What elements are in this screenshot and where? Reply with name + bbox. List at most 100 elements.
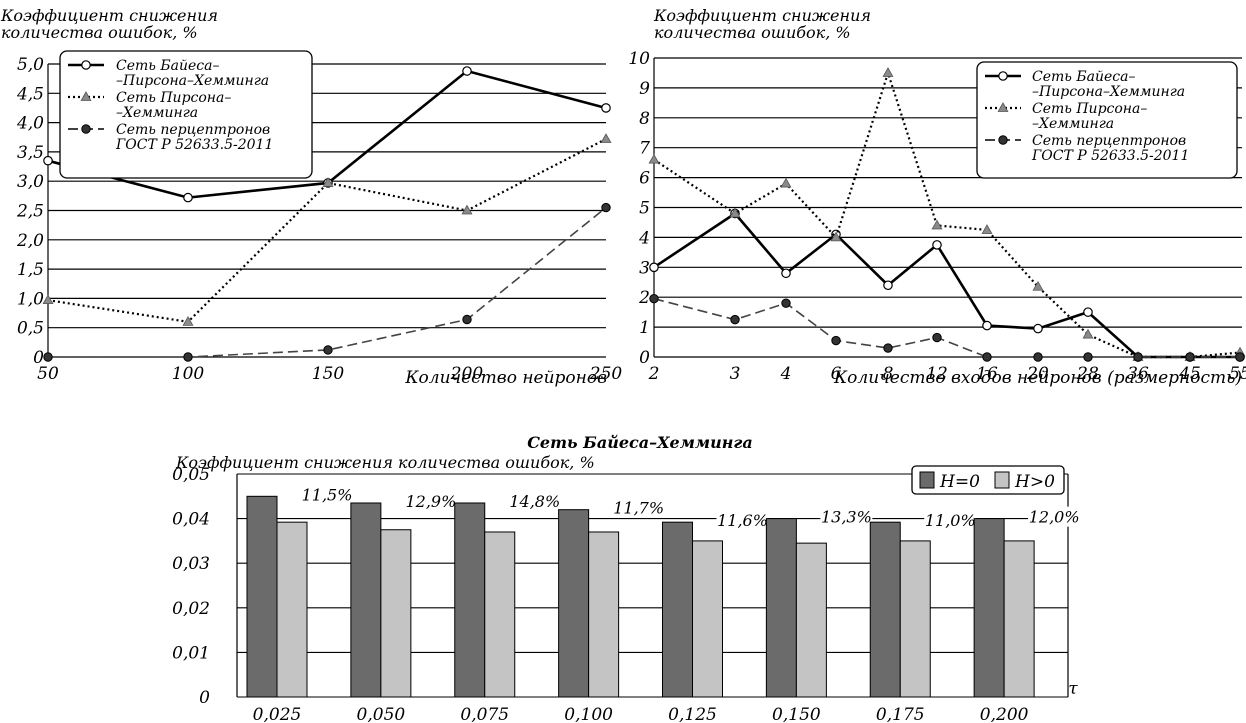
data-point bbox=[649, 293, 659, 304]
y-tick-label: 3 bbox=[639, 258, 650, 278]
y-tick-label: 1 bbox=[639, 318, 650, 338]
bar-hpos bbox=[276, 521, 308, 698]
annotation-bg bbox=[508, 490, 561, 511]
bar-h0 bbox=[869, 521, 901, 698]
x-tick-label: 200 bbox=[450, 364, 484, 384]
bar-hpos bbox=[380, 529, 412, 698]
x-tick-label: 250 bbox=[589, 364, 623, 384]
data-point bbox=[1083, 307, 1093, 317]
bar-annotation: 12,0% bbox=[1029, 508, 1080, 527]
data-point bbox=[931, 219, 943, 230]
data-point bbox=[462, 314, 472, 325]
data-point bbox=[780, 177, 792, 188]
bar-annotation: 11,5% bbox=[302, 485, 353, 504]
line-chart-2: 0123456789102346812162028364555 bbox=[628, 49, 1246, 384]
y-tick-label: 5,0 bbox=[17, 55, 44, 75]
y-tick-label: 0 bbox=[639, 348, 650, 368]
bar-h0 bbox=[662, 521, 693, 698]
data-point bbox=[932, 332, 942, 343]
data-point bbox=[1033, 352, 1043, 362]
y-axis-title: Коэффициент снижения количества ошибок, % bbox=[653, 6, 871, 42]
y-tick-label: 2,0 bbox=[16, 231, 44, 251]
x-tick-label: 0,175 bbox=[876, 705, 925, 723]
data-point bbox=[183, 352, 193, 362]
x-tick-label: 0,125 bbox=[668, 705, 717, 723]
x-tick-label: 55 bbox=[1229, 364, 1246, 384]
bar-h0 bbox=[454, 502, 486, 698]
y-tick-label: 0,02 bbox=[172, 599, 210, 619]
legend-marker bbox=[998, 135, 1008, 145]
bar-annotation: 11,0% bbox=[925, 511, 976, 530]
y-tick-label: 8 bbox=[639, 109, 650, 129]
bar-legend-label: Н=0 bbox=[939, 472, 980, 492]
series-line-1 bbox=[653, 211, 1240, 359]
x-tick-label: 100 bbox=[172, 364, 205, 384]
y-tick-label: 1,0 bbox=[17, 289, 44, 309]
data-point bbox=[1185, 352, 1195, 362]
legend-label: Сеть Пирсона– –Хемминга bbox=[1032, 101, 1147, 132]
y-tick-label: 2,5 bbox=[16, 202, 44, 222]
series-line-3 bbox=[48, 206, 607, 358]
data-point bbox=[1033, 323, 1043, 334]
data-point bbox=[42, 294, 54, 305]
x-tick-label: 3 bbox=[730, 364, 741, 384]
y-tick-label: 0,03 bbox=[172, 554, 210, 574]
x-axis-title: τ bbox=[1068, 679, 1078, 699]
annotation-bg bbox=[716, 510, 769, 531]
data-point bbox=[883, 343, 893, 353]
data-point bbox=[830, 231, 842, 242]
x-tick-label: 0,075 bbox=[460, 705, 509, 723]
x-tick-label: 0,025 bbox=[253, 705, 302, 723]
annotation-bg bbox=[924, 510, 977, 531]
data-point bbox=[43, 155, 53, 166]
data-point bbox=[461, 204, 473, 215]
legend-label: Сеть Пирсона– –Хемминга bbox=[116, 90, 231, 121]
x-tick-label: 45 bbox=[1178, 364, 1201, 384]
data-point bbox=[1133, 352, 1143, 362]
y-tick-label: 0,01 bbox=[172, 643, 210, 663]
series-line-3 bbox=[653, 297, 1240, 358]
data-point bbox=[323, 345, 333, 355]
bar-legend-swatch bbox=[994, 471, 1010, 489]
x-tick-label: 2 bbox=[648, 364, 660, 384]
y-tick-label: 0,04 bbox=[172, 510, 210, 530]
bar-annotation: 14,8% bbox=[509, 492, 560, 511]
data-point bbox=[882, 67, 894, 77]
y-tick-label: 3,0 bbox=[17, 172, 44, 192]
bar-legend-swatch bbox=[919, 471, 935, 489]
annotation-bg bbox=[301, 484, 353, 505]
y-tick-label: 4,5 bbox=[16, 84, 44, 104]
legend-marker bbox=[81, 124, 91, 134]
x-tick-label: 16 bbox=[976, 364, 998, 384]
y-tick-label: 0 bbox=[199, 688, 210, 708]
legend-label: Сеть Байеса– –Пирсона–Хемминга bbox=[1032, 69, 1185, 100]
y-tick-label: 6 bbox=[639, 169, 650, 189]
data-point bbox=[729, 207, 741, 218]
data-point bbox=[43, 352, 53, 362]
y-tick-label: 1,5 bbox=[17, 260, 44, 280]
data-point bbox=[183, 192, 193, 203]
legend-label: Сеть перцептронов ГОСТ Р 52633.5-2011 bbox=[1031, 133, 1189, 164]
x-tick-label: 4 bbox=[780, 364, 792, 384]
x-tick-label: 0,200 bbox=[980, 705, 1029, 723]
x-tick-label: 0,050 bbox=[357, 705, 406, 723]
bar-annotation: 13,3% bbox=[821, 508, 872, 527]
data-point bbox=[1235, 352, 1245, 362]
y-tick-label: 4 bbox=[638, 228, 650, 248]
y-tick-label: 4,0 bbox=[16, 114, 44, 134]
data-point bbox=[932, 240, 942, 250]
bar-h0 bbox=[558, 509, 590, 698]
annotation-bg bbox=[404, 490, 457, 511]
bar-annotation: 11,7% bbox=[613, 499, 664, 518]
bar-annotation: 11,6% bbox=[717, 511, 768, 530]
bar-h0 bbox=[246, 495, 278, 698]
x-tick-label: 8 bbox=[883, 364, 894, 384]
legend-label: Сеть Байеса– –Пирсона–Хемминга bbox=[116, 58, 269, 89]
data-point bbox=[1083, 352, 1093, 362]
y-tick-label: 0 bbox=[33, 348, 44, 368]
y-axis-title: Коэффициент снижения количества ошибок, … bbox=[175, 453, 595, 472]
bar-annotation: 12,9% bbox=[405, 492, 456, 511]
data-point bbox=[648, 153, 660, 164]
y-tick-label: 9 bbox=[639, 79, 650, 99]
